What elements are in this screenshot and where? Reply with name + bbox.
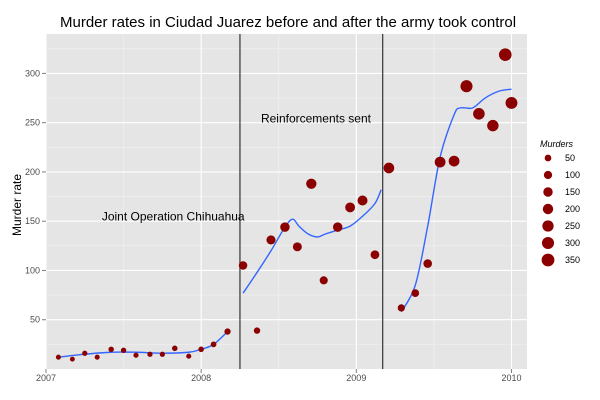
- annotation-label: Reinforcements sent: [261, 112, 372, 126]
- data-point: [55, 354, 61, 360]
- data-point: [383, 162, 395, 174]
- x-tick-label: 2008: [191, 373, 211, 383]
- legend-label: 50: [565, 153, 575, 163]
- data-point: [370, 250, 380, 260]
- legend-key: [542, 203, 554, 215]
- smooth-line: [400, 88, 512, 313]
- legend-label: 250: [565, 221, 580, 231]
- legend-label: 150: [565, 187, 580, 197]
- x-axis-ticks: 2007 2008 2009 2010: [36, 369, 521, 383]
- event-lines: [239, 34, 384, 369]
- legend-key: [541, 236, 555, 250]
- data-point: [186, 353, 192, 359]
- data-point: [198, 346, 204, 353]
- data-point: [411, 289, 420, 297]
- major-grid: [45, 34, 527, 369]
- data-point: [147, 351, 153, 357]
- data-point: [434, 156, 446, 168]
- legend-key: [542, 220, 554, 232]
- data-point: [69, 356, 75, 362]
- y-tick-label: 250: [25, 118, 40, 128]
- x-tick-label: 2007: [36, 373, 56, 383]
- data-point: [82, 350, 88, 356]
- y-axis-title: Murder rate: [10, 174, 24, 236]
- data-point: [120, 347, 127, 353]
- data-point: [498, 48, 512, 61]
- data-points: [55, 48, 518, 362]
- annotation-label: Joint Operation Chihuahua: [102, 209, 245, 223]
- legend-label: 100: [565, 170, 580, 180]
- data-point: [253, 327, 261, 334]
- y-axis-ticks: 50 100 150 200 250 300: [25, 68, 46, 325]
- legend-label: 300: [565, 238, 580, 248]
- data-point: [238, 261, 248, 270]
- y-tick-label: 200: [25, 167, 40, 177]
- data-point: [94, 354, 100, 360]
- y-tick-label: 100: [25, 265, 40, 275]
- data-point: [306, 178, 317, 189]
- data-point: [280, 222, 290, 232]
- size-legend: Murders 50 100 150 200 250 300 350: [536, 139, 600, 273]
- data-point: [345, 202, 356, 213]
- legend-label: 350: [565, 255, 580, 265]
- legend-key: [541, 253, 555, 267]
- chart-title: Murder rates in Ciudad Juarez before and…: [60, 14, 516, 31]
- legend-title: Murders: [540, 139, 574, 149]
- data-point: [266, 235, 276, 245]
- data-point: [487, 119, 499, 132]
- legend-key: [543, 187, 553, 197]
- minor-grid: [46, 34, 527, 369]
- plot-panel: [46, 34, 527, 369]
- data-point: [357, 195, 368, 206]
- data-point: [460, 80, 473, 93]
- legend-key: [544, 154, 552, 162]
- legend-label: 200: [565, 204, 580, 214]
- data-point: [505, 97, 518, 109]
- x-tick-label: 2010: [501, 373, 521, 383]
- y-tick-label: 150: [25, 216, 40, 226]
- data-point: [172, 345, 178, 352]
- data-point: [332, 222, 343, 232]
- legend-key: [543, 170, 553, 180]
- smooth-line: [242, 189, 382, 294]
- x-tick-label: 2009: [346, 373, 366, 383]
- data-point: [397, 304, 405, 312]
- y-tick-label: 300: [25, 68, 40, 78]
- data-point: [224, 328, 231, 335]
- data-point: [210, 341, 217, 348]
- data-point: [292, 242, 302, 252]
- y-tick-label: 50: [30, 315, 40, 325]
- data-point: [133, 352, 139, 358]
- data-point: [108, 346, 114, 353]
- data-point: [159, 351, 165, 357]
- data-point: [448, 155, 460, 167]
- data-point: [473, 108, 485, 120]
- data-point: [319, 276, 328, 285]
- data-point: [423, 259, 432, 268]
- annotations: Joint Operation Chihuahua Reinforcements …: [102, 112, 372, 224]
